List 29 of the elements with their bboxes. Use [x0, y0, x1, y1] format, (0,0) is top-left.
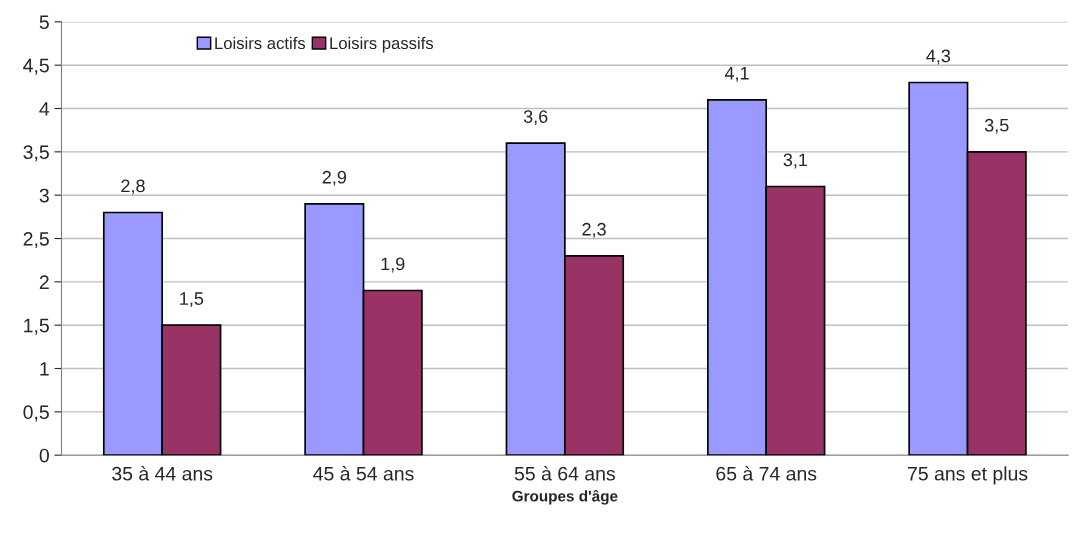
data-label: 2,8 — [121, 179, 145, 195]
data-label: 3,1 — [783, 153, 808, 169]
y-tick-label: 2,5 — [23, 231, 49, 249]
data-label: 1,5 — [180, 292, 204, 308]
y-tick-label: 5 — [39, 15, 49, 30]
x-tick-label: 55 à 64 ans — [514, 466, 615, 481]
data-label: 2,9 — [322, 170, 347, 186]
y-tick-label: 4,5 — [23, 58, 49, 75]
legend-label: Loisirs actifs — [215, 36, 306, 50]
y-tick-label: 2 — [39, 275, 49, 289]
data-label: 3,5 — [984, 118, 1009, 134]
data-label: 1,9 — [381, 257, 405, 273]
y-tick-label: 0 — [39, 448, 49, 463]
legend-label: Loisirs passifs — [330, 36, 434, 53]
x-tick-label: 65 à 74 ans — [716, 466, 817, 481]
y-tick-label: 1 — [40, 362, 49, 376]
data-label: 4,1 — [724, 67, 749, 82]
y-tick-label: 1,5 — [24, 318, 49, 335]
x-axis-title: Groupes d'âge — [512, 489, 618, 505]
data-label: 2,3 — [582, 222, 606, 238]
data-label: 3,6 — [523, 110, 548, 126]
x-tick-label: 45 à 54 ans — [313, 466, 414, 481]
y-tick-label: 3 — [39, 188, 49, 203]
y-tick-label: 3,5 — [23, 145, 49, 162]
x-tick-label: 75 ans et plus — [908, 466, 1028, 485]
y-tick-label: 0,5 — [23, 405, 49, 422]
x-tick-label: 35 à 44 ans — [112, 466, 213, 481]
y-tick-label: 4 — [39, 102, 50, 116]
data-label: 4,3 — [926, 49, 951, 65]
